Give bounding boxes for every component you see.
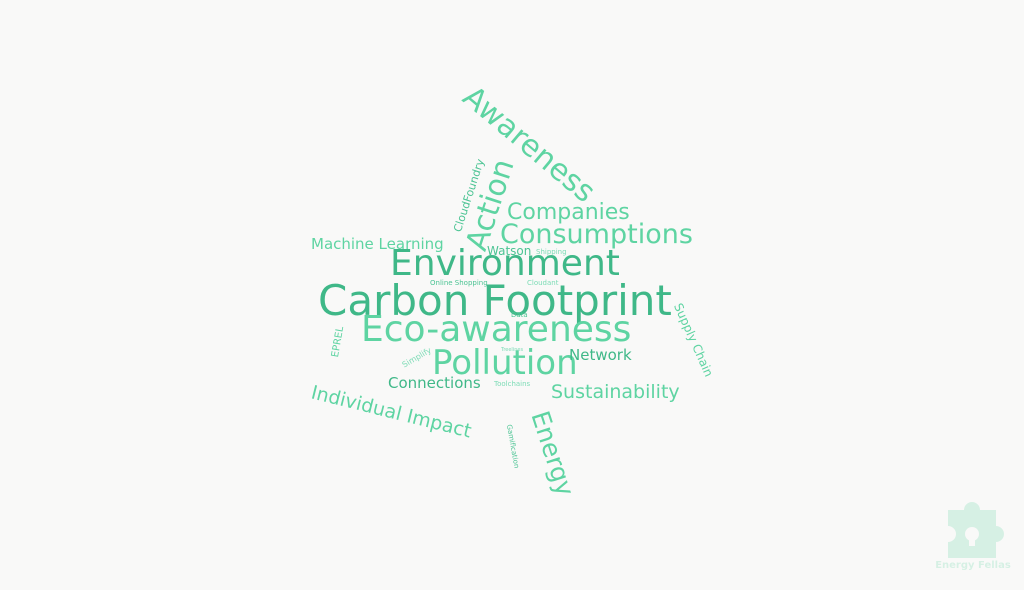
word-machine-learning: Machine Learning [311,235,444,253]
word-online-shopping: Online Shopping [430,279,488,287]
word-toolchains: Toolchains [494,380,531,388]
word-eprel: EPREL [329,325,347,359]
word-network: Network [569,346,632,364]
word-supply-chain: Supply Chain [671,301,716,379]
word-gamification: Gamification [504,423,521,469]
word-watson: Watson [487,244,532,258]
energy-fellas-watermark: Energy Fellas [930,500,1016,580]
puzzle-piece-icon [948,502,1004,558]
word-eco-awareness: Eco-awareness [361,309,632,350]
word-connections: Connections [388,374,481,392]
word-cloudant: Cloudant [527,279,559,287]
word-pollution: Pollution [432,343,578,383]
word-companies: Companies [507,200,630,225]
word-individual-impact: Individual Impact [308,381,474,443]
word-energy: Energy [525,407,581,500]
word-treelines: Treelines [501,347,524,353]
word-sustainability: Sustainability [551,381,680,403]
word-data: Data [511,311,528,319]
word-consumptions: Consumptions [500,219,693,250]
watermark-label: Energy Fellas [935,560,1011,571]
word-environment: Environment [390,243,620,284]
word-carbon-footprint: Carbon Footprint [318,276,672,325]
word-shipping: Shipping [536,248,567,256]
